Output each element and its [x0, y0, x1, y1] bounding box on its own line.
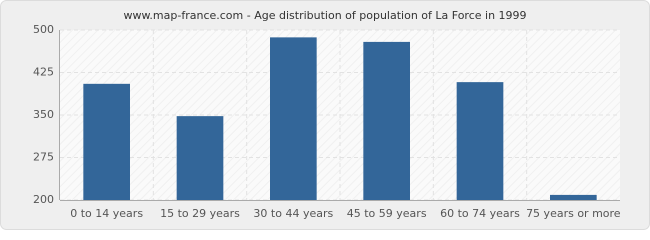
x-tick-label: 30 to 44 years [253, 207, 333, 220]
chart: www.map-france.com - Age distribution of… [0, 0, 650, 230]
y-tick-label: 350 [33, 108, 54, 121]
y-tick-label: 425 [33, 66, 54, 79]
x-tick-label: 75 years or more [526, 207, 621, 220]
bar [270, 37, 317, 200]
bar [363, 41, 410, 201]
x-tick-label: 45 to 59 years [347, 207, 427, 220]
bar [456, 82, 504, 200]
y-tick-label: 275 [33, 151, 54, 164]
bar [176, 116, 224, 200]
x-tick-label: 0 to 14 years [70, 207, 143, 220]
bar [550, 194, 597, 200]
x-tick-label: 15 to 29 years [160, 207, 240, 220]
y-tick-label: 500 [33, 23, 54, 36]
bar [83, 83, 130, 200]
y-tick-label: 200 [33, 193, 54, 206]
chart-title: www.map-france.com - Age distribution of… [123, 9, 526, 22]
x-tick-label: 60 to 74 years [440, 207, 520, 220]
